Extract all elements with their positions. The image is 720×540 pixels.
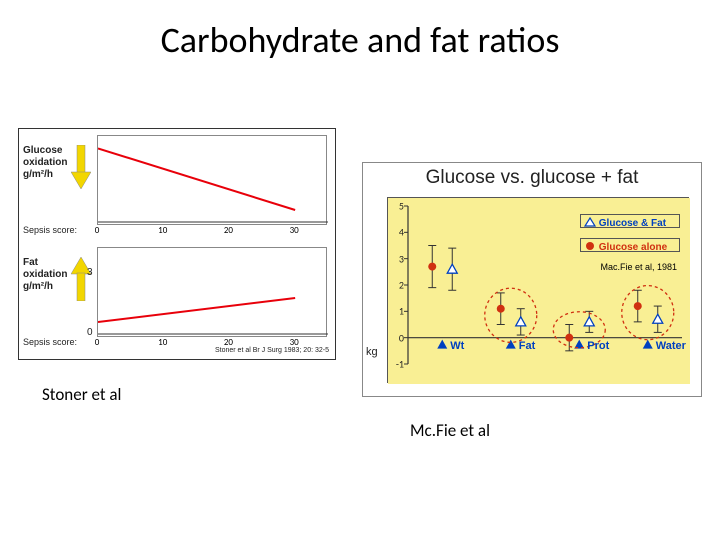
xtick: 10 bbox=[158, 225, 167, 236]
ytick: 4 bbox=[390, 226, 404, 239]
legend-glucose-alone: Glucose alone bbox=[580, 238, 680, 252]
glucose-ylabel-1: Glucose bbox=[23, 145, 62, 156]
xtick: 30 bbox=[290, 225, 299, 236]
ytick: 1 bbox=[390, 305, 404, 318]
category-label: Wt bbox=[450, 340, 464, 352]
glucose-arrow-down-icon bbox=[71, 145, 91, 194]
fat-ylabel-2: oxidation bbox=[23, 269, 67, 280]
right-panel: Glucose vs. glucose + fat -1 0 1 2 3 4 5 Wt Fat… bbox=[362, 162, 702, 397]
fat-oxidation-chart bbox=[97, 247, 327, 337]
right-y-unit: kg bbox=[366, 346, 378, 358]
ytick: 0 bbox=[390, 331, 404, 344]
xtick: 10 bbox=[158, 337, 167, 348]
glucose-vs-fat-chart: -1012345 WtFatProtWater kg Glucose & Fat… bbox=[387, 197, 689, 383]
caption-left: Stoner et al bbox=[42, 384, 121, 405]
ytick: 5 bbox=[390, 200, 404, 213]
xtick: 20 bbox=[224, 225, 233, 236]
legend-glucose-alone-label: Glucose alone bbox=[599, 242, 667, 253]
category-label: Water bbox=[656, 340, 686, 352]
right-chart-title: Glucose vs. glucose + fat bbox=[363, 167, 701, 189]
ytick: 3 bbox=[87, 267, 93, 278]
category-label: Fat bbox=[519, 340, 536, 352]
legend-glucose-fat-label: Glucose & Fat bbox=[599, 218, 666, 229]
fat-ylabel-3: g/m²/h bbox=[23, 281, 53, 292]
fat-ylabel-1: Fat bbox=[23, 257, 38, 268]
right-citation: Mac.Fie et al, 1981 bbox=[580, 260, 680, 274]
fat-arrow-up-icon bbox=[71, 257, 91, 306]
glucose-oxidation-chart bbox=[97, 135, 327, 225]
ytick: 2 bbox=[390, 279, 404, 292]
ytick: -1 bbox=[390, 358, 404, 371]
left-panel: Glucose oxidation g/m²/h Sepsis score: 0… bbox=[18, 128, 336, 360]
legend-glucose-fat: Glucose & Fat bbox=[580, 214, 680, 228]
xtick: 0 bbox=[95, 337, 100, 348]
glucose-ylabel-2: oxidation bbox=[23, 157, 67, 168]
ytick: 0 bbox=[87, 327, 93, 338]
glucose-xlabel: Sepsis score: bbox=[23, 225, 77, 235]
xtick: 0 bbox=[95, 225, 100, 236]
glucose-ylabel-3: g/m²/h bbox=[23, 169, 53, 180]
fat-xlabel: Sepsis score: bbox=[23, 337, 77, 347]
page-title: Carbohydrate and fat ratios bbox=[0, 18, 720, 62]
category-label: Prot bbox=[587, 340, 609, 352]
left-citation: Stoner et al Br J Surg 1983; 20: 32-5 bbox=[215, 347, 329, 354]
caption-right: Mc.Fie et al bbox=[410, 420, 490, 441]
ytick: 3 bbox=[390, 252, 404, 265]
